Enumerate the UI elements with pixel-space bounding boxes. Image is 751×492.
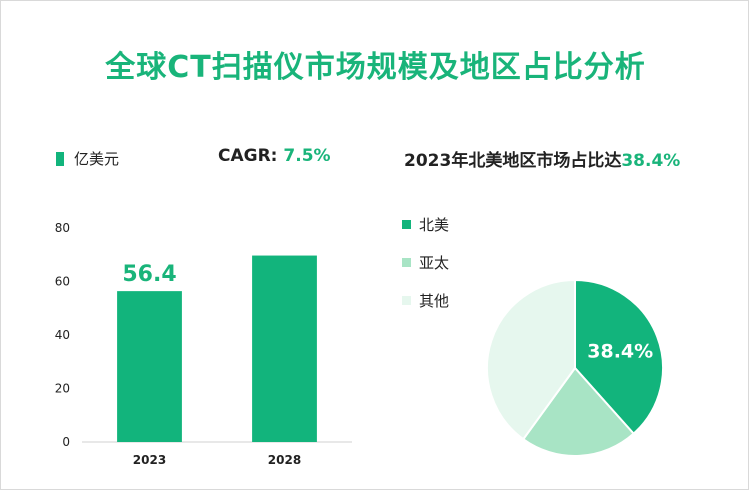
x-tick-label: 2023 xyxy=(133,453,166,467)
bar xyxy=(117,291,182,442)
cagr-text: CAGR: 7.5% xyxy=(218,146,331,166)
pie-legend-label: 北美 xyxy=(419,215,450,234)
page-title: 全球CT扫描仪市场规模及地区占比分析 xyxy=(105,50,646,85)
y-tick-label: 60 xyxy=(55,275,70,289)
pie-legend-label: 亚太 xyxy=(419,253,450,272)
x-tick-label: 2028 xyxy=(268,453,301,467)
cagr-label: CAGR: xyxy=(218,146,278,166)
pie-data-label: 38.4% xyxy=(587,341,653,363)
y-tick-label: 80 xyxy=(55,221,70,235)
pie-title-text: 2023年北美地区市场占比达 xyxy=(404,151,622,171)
pie-legend: 北美 亚太 其他 xyxy=(402,214,449,328)
y-tick-label: 20 xyxy=(55,382,70,396)
pie-legend-swatch xyxy=(402,295,411,305)
cagr-value: 7.5% xyxy=(283,146,331,166)
pie-title-value: 38.4% xyxy=(621,151,681,171)
bar-legend-swatch xyxy=(56,151,64,166)
pie-legend-item: 北美 xyxy=(402,214,449,234)
pie-legend-swatch xyxy=(402,219,411,229)
pie-legend-label: 其他 xyxy=(419,291,450,310)
pie-slice xyxy=(521,366,636,457)
pie-title: 2023年北美地区市场占比达38.4% xyxy=(404,146,680,171)
pie-slice xyxy=(574,278,664,436)
y-tick-label: 40 xyxy=(55,328,70,342)
bar-legend: 亿美元 xyxy=(56,148,119,169)
pie-legend-item: 其他 xyxy=(402,290,449,310)
bar-legend-label: 亿美元 xyxy=(74,150,120,168)
pie-legend-swatch xyxy=(402,257,411,267)
pie-legend-item: 亚太 xyxy=(402,252,449,272)
y-tick-label: 0 xyxy=(62,435,70,449)
data-label: 56.4 xyxy=(122,262,176,287)
pie-slice xyxy=(486,278,576,441)
bar xyxy=(252,255,317,442)
